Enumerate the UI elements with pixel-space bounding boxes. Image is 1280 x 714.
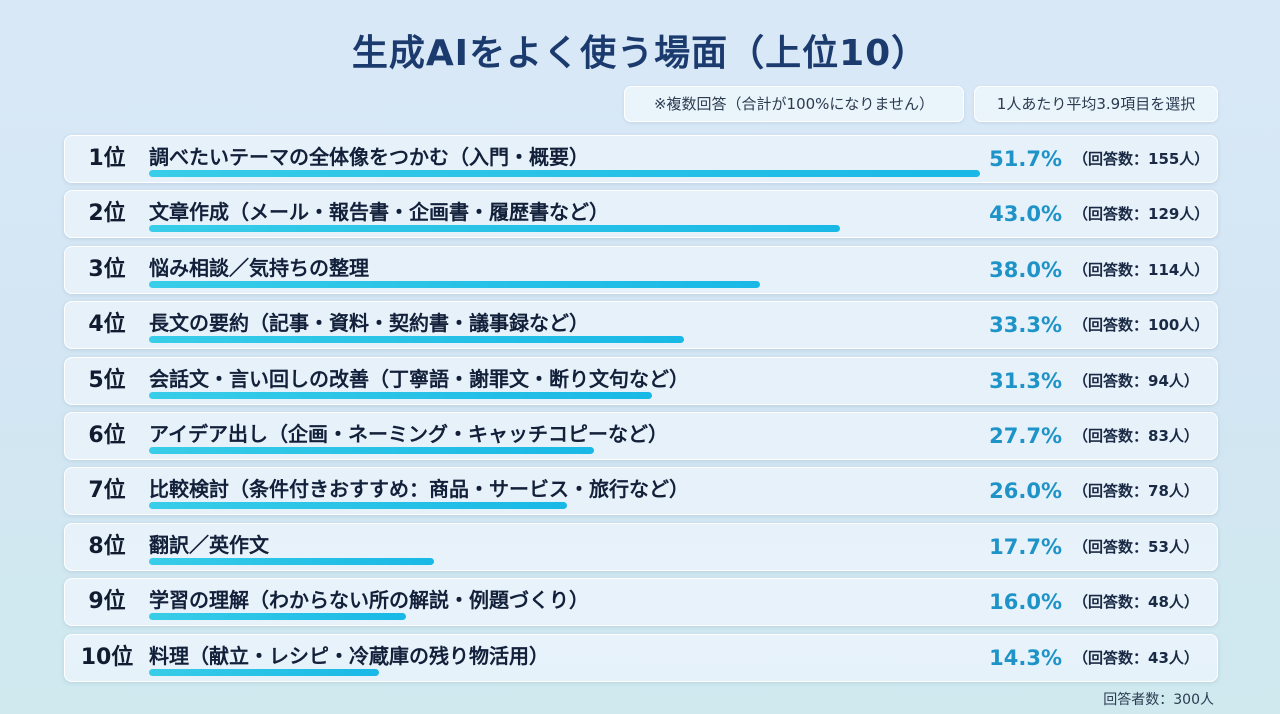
multiple-answer-note: ※複数回答（合計が100%になりません） — [624, 86, 964, 122]
ranking-row: 6位 アイデア出し（企画・ネーミング・キャッチコピーなど） 27.7% （回答数：83… — [64, 412, 1218, 460]
category-label: 比較検討（条件付きおすすめ：商品・サービス・旅行など） — [149, 477, 689, 502]
percent-label: 26.0% — [989, 479, 1062, 504]
value-bar — [149, 280, 761, 288]
ranking-row: 5位 会話文・言い回しの改善（丁寧語・謝罪文・断り文句など） 31.3% （回答数：9… — [64, 356, 1218, 405]
value-bar — [149, 336, 685, 344]
ranking-row: 1位 調べたいテーマの全体像をつかむ（入門・概要） 51.7% （回答数：155人） — [64, 135, 1218, 183]
category-label: 文章作成（メール・報告書・企画書・履歴書など） — [149, 200, 609, 225]
rank-label: 6位 — [88, 423, 126, 448]
category-label: 翻訳／英作文 — [149, 532, 269, 557]
category-label: 学習の理解（わからない所の解説・例題づくり） — [149, 588, 589, 613]
count-label: （回答数：94人） — [1073, 371, 1199, 390]
percent-label: 17.7% — [989, 534, 1062, 559]
rank-label: 4位 — [88, 312, 126, 338]
percent-label: 51.7% — [989, 147, 1062, 171]
count-label: （回答数：83人） — [1073, 427, 1199, 445]
count-label: （回答数：114人） — [1073, 260, 1210, 279]
rank-label: 1位 — [88, 146, 126, 171]
ranking-row: 9位 学習の理解（わからない所の解説・例題づくり） 16.0% （回答数：48人） — [64, 578, 1218, 627]
rank-label: 5位 — [88, 367, 126, 393]
rank-label: 9位 — [88, 589, 126, 615]
value-bar — [149, 557, 434, 565]
category-label: 長文の要約（記事・資料・契約書・議事録など） — [149, 311, 589, 336]
value-bar — [149, 613, 407, 621]
ranking-row: 10位 料理（献立・レシピ・冷蔵庫の残り物活用） 14.3% （回答数：43人） — [64, 633, 1218, 682]
rank-label: 3位 — [88, 256, 126, 282]
rank-label: 2位 — [88, 201, 126, 227]
ranking-row: 4位 長文の要約（記事・資料・契約書・議事録など） 33.3% （回答数：100人） — [64, 301, 1218, 350]
value-bar — [149, 225, 841, 233]
value-bar — [149, 668, 379, 676]
percent-label: 27.7% — [989, 424, 1062, 448]
count-label: （回答数：43人） — [1073, 648, 1199, 667]
average-selection-note: 1人あたり平均3.9項目を選択 — [974, 86, 1218, 122]
value-bar — [149, 391, 653, 399]
percent-label: 16.0% — [989, 590, 1062, 615]
percent-label: 43.0% — [989, 202, 1062, 227]
rank-label: 8位 — [88, 533, 126, 559]
category-label: 悩み相談／気持ちの整理 — [149, 255, 369, 280]
value-bar — [149, 170, 981, 177]
value-bar — [149, 502, 568, 510]
ranking-row: 3位 悩み相談／気持ちの整理 38.0% （回答数：114人） — [64, 245, 1218, 294]
percent-label: 33.3% — [989, 313, 1062, 338]
category-label: 料理（献立・レシピ・冷蔵庫の残り物活用） — [149, 643, 549, 668]
percent-label: 14.3% — [989, 645, 1062, 670]
count-label: （回答数：48人） — [1073, 593, 1199, 612]
category-label: アイデア出し（企画・ネーミング・キャッチコピーなど） — [149, 422, 668, 446]
rank-label: 10位 — [80, 644, 134, 670]
count-label: （回答数：53人） — [1073, 537, 1199, 556]
value-bar — [149, 447, 595, 454]
count-label: （回答数：129人） — [1073, 205, 1210, 224]
ranking-row: 2位 文章作成（メール・報告書・企画書・履歴書など） 43.0% （回答数：129人） — [64, 190, 1218, 239]
count-label: （回答数：100人） — [1073, 316, 1210, 335]
category-label: 会話文・言い回しの改善（丁寧語・謝罪文・断り文句など） — [149, 366, 689, 391]
count-label: （回答数：155人） — [1073, 150, 1210, 168]
ranking-row: 7位 比較検討（条件付きおすすめ：商品・サービス・旅行など） 26.0% （回答数：7… — [64, 467, 1218, 516]
percent-label: 38.0% — [989, 257, 1062, 282]
count-label: （回答数：78人） — [1073, 482, 1199, 501]
percent-label: 31.3% — [989, 368, 1062, 393]
rank-label: 7位 — [88, 478, 126, 504]
category-label: 調べたいテーマの全体像をつかむ（入門・概要） — [149, 145, 589, 169]
chart-title: 生成AIをよく使う場面（上位10） — [351, 33, 929, 74]
respondent-count: 回答者数：300人 — [1103, 692, 1214, 708]
ranking-row: 8位 翻訳／英作文 17.7% （回答数：53人） — [64, 522, 1218, 571]
